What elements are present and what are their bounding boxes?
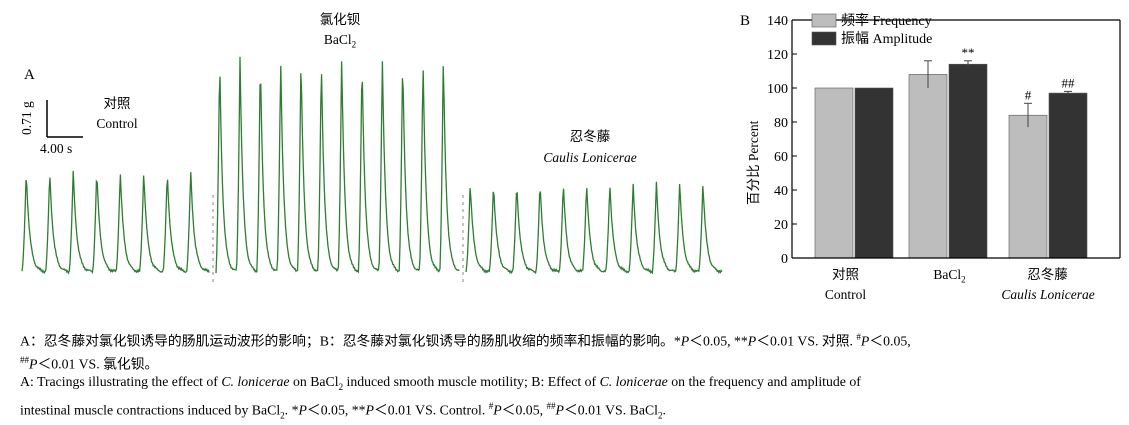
y-axis: 0 20 40 60 80 100 120 140 bbox=[767, 14, 1121, 267]
tracing-segment bbox=[21, 170, 210, 275]
y-tick-label: 0 bbox=[781, 252, 788, 267]
bacl2-label-en: BaCl2 bbox=[323, 32, 357, 50]
caption-en-line1: A: Tracings illustrating the effect of C… bbox=[20, 374, 861, 392]
x-label-herb-en: Caulis Lonicerae bbox=[1001, 287, 1095, 302]
y-tick-label: 120 bbox=[767, 48, 788, 63]
bacl2-label-cn: 氯化钡 bbox=[319, 12, 361, 27]
tracing-segment bbox=[215, 56, 460, 274]
significance-mark: ## bbox=[1062, 75, 1076, 90]
bar-chart: # ** ## 0 20 40 60 80 100 120 140 频率 Frequency 振幅 … bbox=[767, 12, 1121, 267]
legend-label: 振幅 Amplitude bbox=[841, 31, 932, 47]
herb-label-cn: 忍冬藤 bbox=[569, 129, 611, 144]
legend-label: 频率 Frequency bbox=[841, 12, 932, 29]
bars-group: # ** ## bbox=[814, 45, 1088, 259]
tracing-waveform bbox=[21, 56, 723, 275]
significance-mark: # bbox=[1025, 87, 1032, 102]
legend: 频率 Frequency 振幅 Amplitude bbox=[811, 12, 932, 47]
bar-amplitude bbox=[854, 87, 894, 259]
caption-en: A: Tracings illustrating the effect of C… bbox=[20, 372, 1120, 425]
x-label-control-cn: 对照 bbox=[832, 267, 859, 282]
y-tick-label: 40 bbox=[774, 184, 788, 199]
caption-cn: A：忍冬藤对氯化钡诱导的肠肌运动波形的影响；B：忍冬藤对氯化钡诱导的肠肌收缩的频… bbox=[20, 328, 1120, 373]
herb-label-en: Caulis Lonicerae bbox=[543, 150, 637, 165]
y-tick-label: 80 bbox=[774, 116, 788, 131]
control-label-cn: 对照 bbox=[103, 96, 131, 111]
y-tick-label: 20 bbox=[774, 218, 788, 233]
panel-a-letter: A bbox=[24, 67, 35, 83]
y-tick-label: 140 bbox=[767, 14, 788, 29]
caption-cn-line1: A：忍冬藤对氯化钡诱导的肠肌运动波形的影响；B：忍冬藤对氯化钡诱导的肠肌收缩的频… bbox=[20, 332, 911, 349]
x-label-bacl2: BaCl2 bbox=[933, 267, 966, 285]
bar-frequency bbox=[908, 74, 948, 259]
legend-swatch bbox=[811, 31, 837, 46]
bar-amplitude bbox=[948, 63, 988, 259]
y-axis-label: 百分比 Percent bbox=[746, 120, 761, 205]
bar-amplitude bbox=[1048, 92, 1088, 259]
caption-cn-line2: ##P＜0.01 VS. 氯化钡。 bbox=[20, 354, 159, 372]
x-label-herb-cn: 忍冬藤 bbox=[1027, 267, 1068, 282]
x-label-control-en: Control bbox=[824, 287, 867, 302]
y-tick-label: 100 bbox=[767, 82, 788, 97]
control-label-en: Control bbox=[96, 116, 138, 131]
caption-en-line2: intestinal muscle contractions induced b… bbox=[20, 400, 666, 421]
tracing-segment bbox=[465, 181, 723, 275]
y-tick-label: 60 bbox=[774, 150, 788, 165]
legend-swatch bbox=[811, 13, 837, 28]
bar-frequency bbox=[1008, 114, 1048, 259]
panel-b-letter: B bbox=[740, 13, 751, 29]
scale-x-label: 4.00 s bbox=[40, 141, 73, 156]
motility-tracing bbox=[21, 56, 723, 285]
bar-frequency bbox=[814, 87, 854, 259]
significance-mark: ** bbox=[962, 45, 975, 60]
